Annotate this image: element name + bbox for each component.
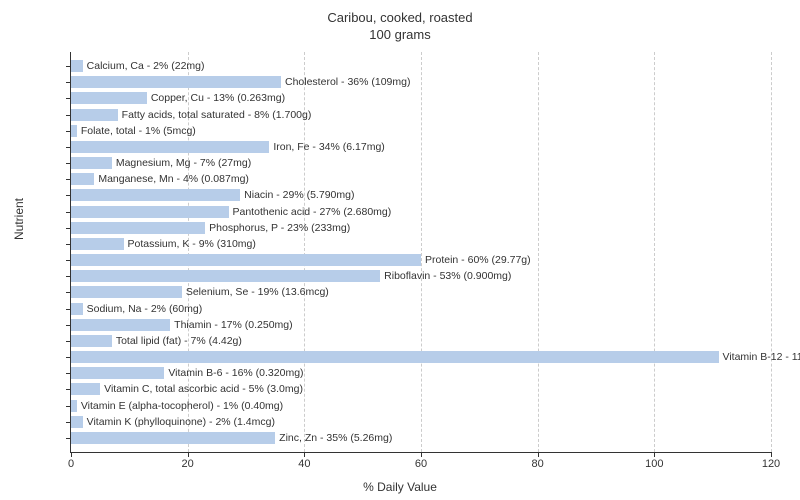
bar-row: Vitamin C, total ascorbic acid - 5% (3.0… [71,382,771,396]
x-axis-label: % Daily Value [363,480,437,494]
bar-row: Phosphorus, P - 23% (233mg) [71,221,771,235]
bar [71,303,83,315]
bar [71,319,170,331]
bar-row: Iron, Fe - 34% (6.17mg) [71,140,771,154]
x-tick-mark [421,452,422,457]
bar-label: Cholesterol - 36% (109mg) [281,75,410,89]
x-tick-label: 40 [298,458,310,470]
bar [71,270,380,282]
bar [71,238,124,250]
title-line-1: Caribou, cooked, roasted [327,10,472,25]
x-tick-mark [771,452,772,457]
bar [71,367,164,379]
bar-row: Zinc, Zn - 35% (5.26mg) [71,431,771,445]
bar-label: Riboflavin - 53% (0.900mg) [380,269,511,283]
bar-row: Protein - 60% (29.77g) [71,253,771,267]
bar-row: Copper, Cu - 13% (0.263mg) [71,91,771,105]
bar-row: Pantothenic acid - 27% (2.680mg) [71,205,771,219]
y-axis-label: Nutrient [12,198,26,240]
bar-label: Sodium, Na - 2% (60mg) [83,302,203,316]
plot-area: 020406080100120Calcium, Ca - 2% (22mg)Ch… [70,52,771,453]
bar-row: Vitamin B-12 - 111% (6.64mcg) [71,350,771,364]
bar-label: Vitamin E (alpha-tocopherol) - 1% (0.40m… [77,399,283,413]
bar [71,141,269,153]
x-tick-mark [538,452,539,457]
bar [71,109,118,121]
bar [71,416,83,428]
bar-row: Sodium, Na - 2% (60mg) [71,302,771,316]
bar-label: Thiamin - 17% (0.250mg) [170,318,292,332]
bar [71,189,240,201]
bar-label: Vitamin K (phylloquinone) - 2% (1.4mcg) [83,415,275,429]
bar-row: Calcium, Ca - 2% (22mg) [71,59,771,73]
bar-label: Folate, total - 1% (5mcg) [77,124,196,138]
bar-row: Magnesium, Mg - 7% (27mg) [71,156,771,170]
bar-label: Total lipid (fat) - 7% (4.42g) [112,334,242,348]
bar [71,335,112,347]
x-tick-mark [304,452,305,457]
gridline [771,52,772,452]
bar-label: Manganese, Mn - 4% (0.087mg) [94,172,249,186]
x-tick-label: 120 [762,458,780,470]
chart-title: Caribou, cooked, roasted 100 grams [0,0,800,44]
x-tick-label: 100 [645,458,663,470]
bar-label: Potassium, K - 9% (310mg) [124,237,256,251]
bar-row: Total lipid (fat) - 7% (4.42g) [71,334,771,348]
bar-label: Calcium, Ca - 2% (22mg) [83,59,205,73]
bar [71,351,719,363]
chart-container: Caribou, cooked, roasted 100 grams Nutri… [0,0,800,500]
bar-row: Manganese, Mn - 4% (0.087mg) [71,172,771,186]
bar-row: Potassium, K - 9% (310mg) [71,237,771,251]
bar-row: Cholesterol - 36% (109mg) [71,75,771,89]
bar-row: Selenium, Se - 19% (13.6mcg) [71,285,771,299]
bar-row: Fatty acids, total saturated - 8% (1.700… [71,108,771,122]
x-tick-label: 20 [182,458,194,470]
bar-label: Iron, Fe - 34% (6.17mg) [269,140,384,154]
x-tick-mark [71,452,72,457]
bar [71,157,112,169]
bar [71,76,281,88]
bar-label: Magnesium, Mg - 7% (27mg) [112,156,251,170]
bar-label: Vitamin C, total ascorbic acid - 5% (3.0… [100,382,303,396]
bar-label: Vitamin B-12 - 111% (6.64mcg) [719,350,800,364]
bar-row: Vitamin K (phylloquinone) - 2% (1.4mcg) [71,415,771,429]
x-tick-label: 0 [68,458,74,470]
x-tick-label: 60 [415,458,427,470]
bar [71,222,205,234]
x-tick-mark [188,452,189,457]
bar-row: Vitamin E (alpha-tocopherol) - 1% (0.40m… [71,399,771,413]
bar-row: Niacin - 29% (5.790mg) [71,188,771,202]
bar [71,254,421,266]
bar [71,286,182,298]
bar-label: Selenium, Se - 19% (13.6mcg) [182,285,329,299]
bar [71,383,100,395]
bar-label: Protein - 60% (29.77g) [421,253,531,267]
bar-label: Pantothenic acid - 27% (2.680mg) [229,205,392,219]
bar-label: Zinc, Zn - 35% (5.26mg) [275,431,392,445]
bar [71,206,229,218]
bar-row: Vitamin B-6 - 16% (0.320mg) [71,366,771,380]
title-line-2: 100 grams [369,27,430,42]
x-tick-label: 80 [532,458,544,470]
bar-label: Phosphorus, P - 23% (233mg) [205,221,350,235]
bar [71,60,83,72]
bar-row: Thiamin - 17% (0.250mg) [71,318,771,332]
bar-label: Copper, Cu - 13% (0.263mg) [147,91,285,105]
bar-label: Fatty acids, total saturated - 8% (1.700… [118,108,312,122]
bar [71,173,94,185]
x-tick-mark [654,452,655,457]
bar-label: Vitamin B-6 - 16% (0.320mg) [164,366,303,380]
bar-row: Folate, total - 1% (5mcg) [71,124,771,138]
bar [71,432,275,444]
bar-row: Riboflavin - 53% (0.900mg) [71,269,771,283]
bar-label: Niacin - 29% (5.790mg) [240,188,354,202]
bar [71,92,147,104]
